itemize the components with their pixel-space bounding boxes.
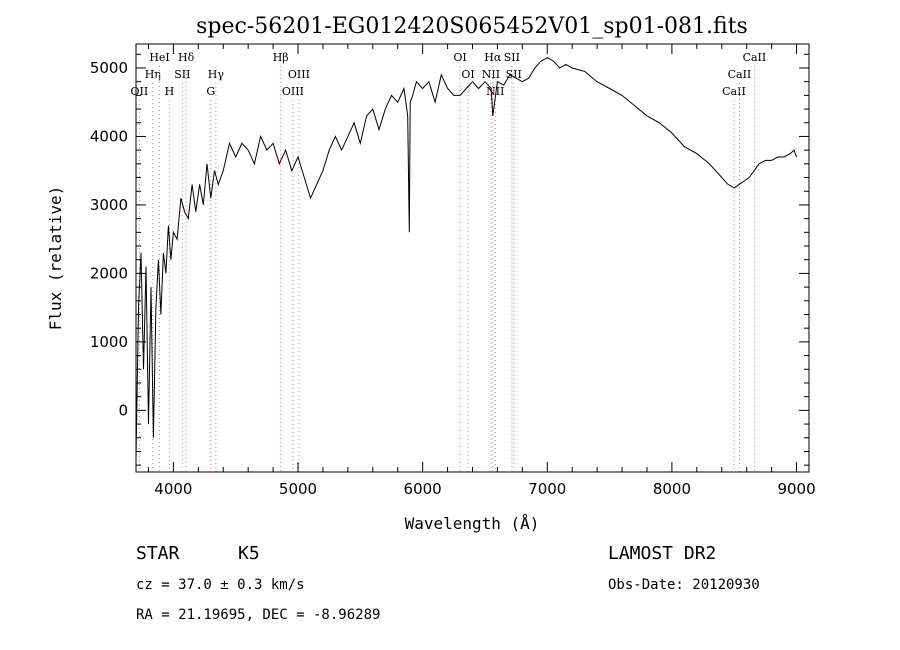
y-axis: 0 1000 2000 3000 4000 5000 [90, 53, 809, 466]
spectral-line-label: Hη [145, 68, 161, 81]
chart-title: spec-56201-EG012420S065452V01_sp01-081.f… [196, 14, 748, 39]
spectrum-series-line [135, 57, 797, 459]
coordinates: RA = 21.19695, DEC = -8.96289 [136, 607, 380, 623]
object-subclass: K5 [238, 543, 260, 564]
y-axis-label: Flux (relative) [46, 186, 65, 331]
spectral-line-label: OII [131, 85, 149, 98]
y-tick-label: 4000 [90, 127, 128, 145]
object-class: STAR [136, 543, 180, 564]
x-tick-label: 4000 [154, 480, 192, 498]
spectral-line-label: Hα [484, 51, 502, 64]
spectral-line-label: G [206, 85, 215, 98]
plot-frame [135, 43, 810, 473]
spectral-line-label: OI [453, 51, 466, 64]
survey-name: LAMOST DR2 [608, 543, 716, 564]
spectral-line-label: CaII [728, 68, 752, 81]
y-tick-label: 5000 [90, 59, 128, 77]
x-axis: 4000 5000 6000 7000 8000 9000 [147, 44, 816, 498]
spectral-line-label: Hγ [208, 68, 225, 81]
spectral-line-label: SII [506, 68, 522, 81]
x-tick-label: 5000 [279, 480, 317, 498]
spectral-line-label: HeI [149, 51, 169, 64]
spectral-line-label: OIII [282, 85, 304, 98]
observation-date: Obs-Date: 20120930 [608, 577, 760, 593]
x-tick-label: 8000 [653, 480, 691, 498]
redshift-info: cz = 37.0 ± 0.3 km/s [136, 577, 305, 593]
x-axis-label: Wavelength (Å) [405, 514, 540, 533]
spectral-line-label: NII [482, 68, 500, 81]
spectral-line-label: CaII [743, 51, 767, 64]
spectral-line-label: Hδ [178, 51, 195, 64]
spectral-line-label: OIII [288, 68, 310, 81]
spectral-line-label: SII [174, 68, 190, 81]
spectral-line-label: H [165, 85, 175, 98]
spectral-line-label: OI [461, 68, 474, 81]
y-tick-label: 1000 [90, 333, 128, 351]
y-tick-label: 2000 [90, 264, 128, 282]
y-tick-label: 0 [118, 401, 128, 419]
spectral-line-label: CaII [722, 85, 746, 98]
x-tick-label: 7000 [528, 480, 566, 498]
spectral-line-label: SII [504, 51, 520, 64]
spectral-line-label: Hβ [273, 51, 289, 64]
y-tick-label: 3000 [90, 196, 128, 214]
x-tick-label: 6000 [404, 480, 442, 498]
x-tick-label: 9000 [777, 480, 815, 498]
